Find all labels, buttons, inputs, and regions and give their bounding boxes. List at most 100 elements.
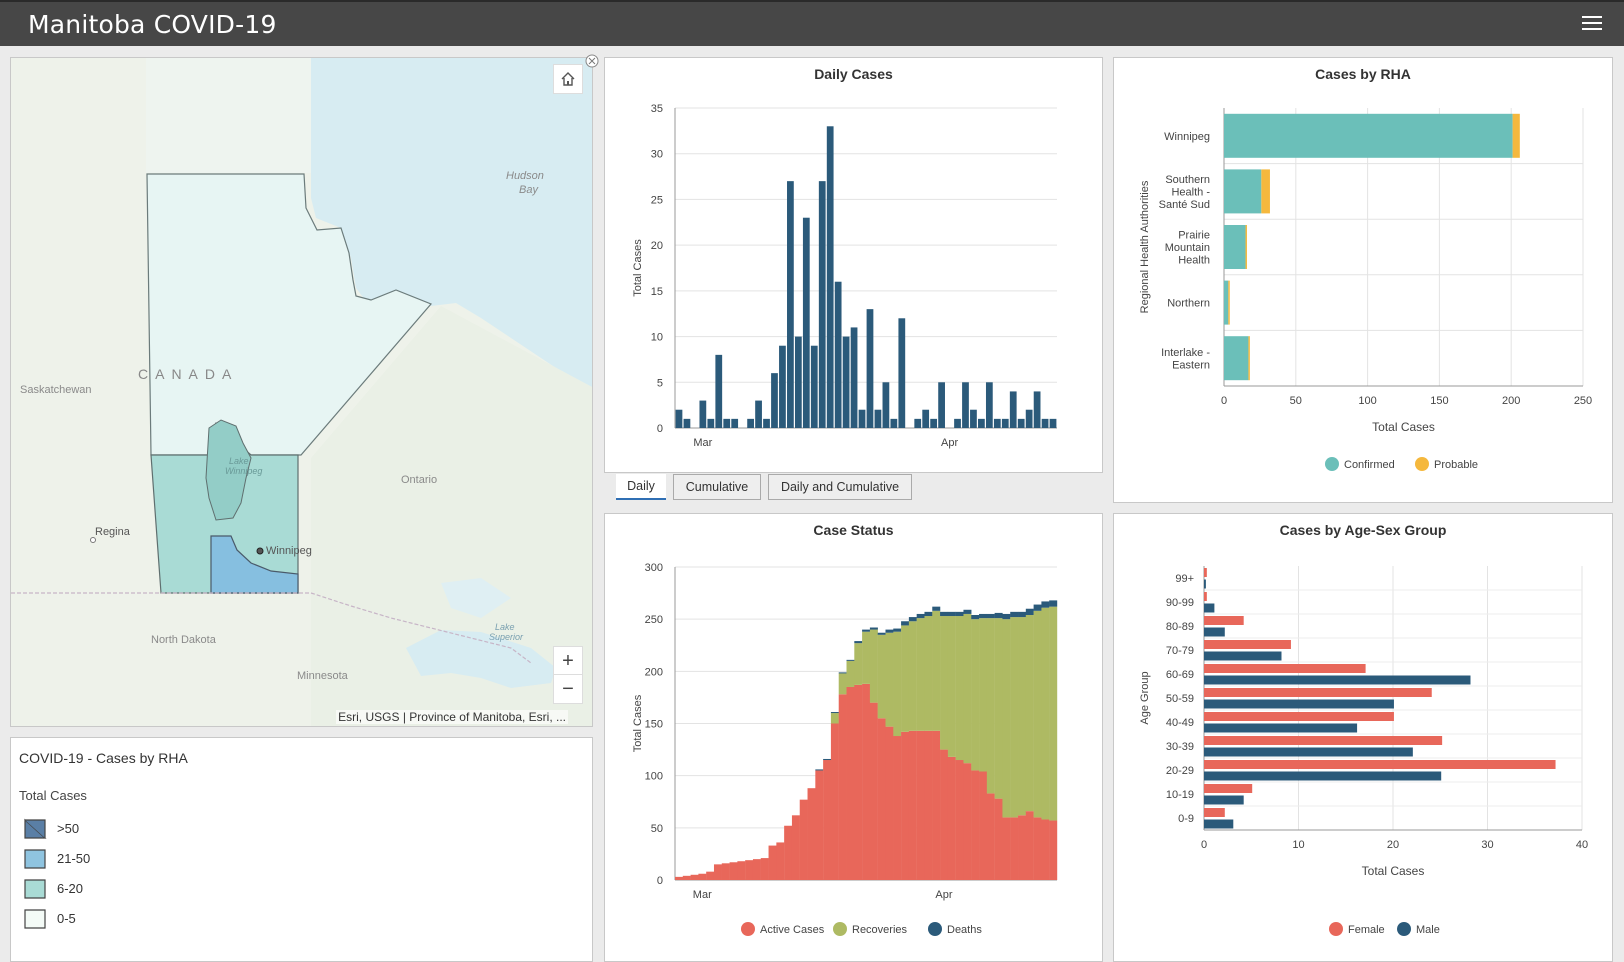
expand-icon[interactable] [585,54,599,68]
daily-bar [675,409,683,428]
probable-bar [1512,113,1520,158]
cases-by-rha-title: Cases by RHA [1315,66,1411,82]
legend-probable-icon [1415,457,1429,471]
category-label: Interlake - [1161,347,1210,359]
home-icon [561,72,575,86]
category-label: Southern [1165,174,1210,186]
y-tick-label: 0 [657,875,663,887]
winnipeg-marker-icon [256,547,264,555]
recoveries-bar [994,618,1003,799]
zoom-out-button[interactable]: − [553,674,583,704]
category-label: Northern [1167,298,1210,310]
legend-female-icon [1329,922,1343,936]
active-cases-bar [1010,817,1019,880]
daily-bar [707,418,715,428]
daily-bar [771,373,778,428]
deaths-bar [885,629,894,633]
daily-bar [1041,418,1049,428]
active-cases-bar [752,859,761,880]
daily-cases-title: Daily Cases [814,66,893,82]
active-cases-bar [846,686,855,880]
deaths-bar [901,621,910,626]
category-label: 40-49 [1166,717,1194,729]
daily-bar [858,409,866,428]
x-tick-label: 0 [1201,839,1207,851]
deaths-bar [986,613,995,619]
tab-cumulative[interactable]: Cumulative [673,474,761,500]
hamburger-menu-icon[interactable] [1582,16,1602,34]
daily-bar [787,181,794,428]
male-bar [1204,819,1234,829]
daily-bar [1017,418,1025,428]
male-bar [1204,771,1442,781]
legend-active-cases-icon [741,922,755,936]
map-canvas[interactable] [11,58,593,727]
tab-daily-and-cumulative[interactable]: Daily and Cumulative [768,474,912,500]
y-tick-label: 0 [657,423,663,435]
zoom-in-button[interactable]: + [553,646,583,676]
recoveries-bar [1025,614,1034,812]
female-bar [1204,760,1556,769]
active-cases-bar [784,825,793,880]
active-cases-bar [791,815,800,880]
legend-female-label: Female [1348,924,1385,936]
recoveries-bar [979,618,988,772]
active-cases-bar [955,760,964,880]
case-status-panel: Case Status 0 50 100 150 200 250 300 Mar Apr Tota… [604,513,1103,962]
active-cases-bar [737,861,746,880]
female-bar [1204,592,1207,601]
daily-bar [731,418,739,428]
active-cases-bar [823,760,832,880]
y-tick-label: 20 [651,240,663,252]
y-tick-label: 150 [645,719,663,731]
daily-bar [914,418,922,428]
active-cases-bar [940,749,949,880]
female-bar [1204,808,1225,817]
recoveries-bar [1018,617,1027,816]
home-button[interactable] [553,64,583,94]
map-label-lake-winnipeg-1: Lake [229,456,249,466]
tab-daily[interactable]: Daily [616,474,666,500]
daily-bar [842,336,850,428]
active-cases-bar [690,874,699,880]
daily-bar [826,126,834,429]
male-bar [1204,747,1413,757]
map-label-minnesota: Minnesota [297,670,348,682]
category-label: Prairie [1178,230,1210,242]
daily-bar [850,327,858,428]
daily-bar [715,354,723,428]
confirmed-bar [1224,336,1249,381]
daily-bar [683,418,691,428]
active-cases-bar [885,726,894,880]
recoveries-bar [854,643,863,685]
y-axis-label: Total Cases [632,694,644,752]
active-cases-bar [877,718,886,880]
map-label-lake-winnipeg-2: Winnipeg [225,466,263,476]
active-cases-bar [1049,820,1058,880]
x-axis-label: Total Cases [1372,420,1435,434]
deaths-bar [924,611,933,617]
category-label: 50-59 [1166,693,1194,705]
female-bar [1204,688,1432,697]
active-cases-bar [979,771,988,880]
category-label: 10-19 [1166,789,1194,801]
active-cases-bar [971,770,980,880]
age-sex-panel: Cases by Age-Sex Group 0 10 20 30 40 99+ 90-99… [1113,513,1613,962]
y-axis-label: Age Group [1139,671,1151,724]
female-bar [1204,616,1244,625]
map-panel[interactable]: Hudson Bay CANADA Saskatchewan Ontario L… [10,57,593,727]
recoveries-bar [885,632,894,727]
category-label: 70-79 [1166,645,1194,657]
probable-bar [1248,336,1250,381]
y-tick-label: 25 [651,194,663,206]
active-cases-bar [698,873,707,880]
legend-label: Active Cases [760,924,825,936]
active-cases-bar [963,763,972,880]
active-cases-bar [682,875,691,880]
daily-bar [954,418,961,428]
daily-bar [890,418,898,428]
male-bar [1204,795,1244,805]
active-cases-bar [706,871,715,880]
active-cases-bar [901,731,910,880]
